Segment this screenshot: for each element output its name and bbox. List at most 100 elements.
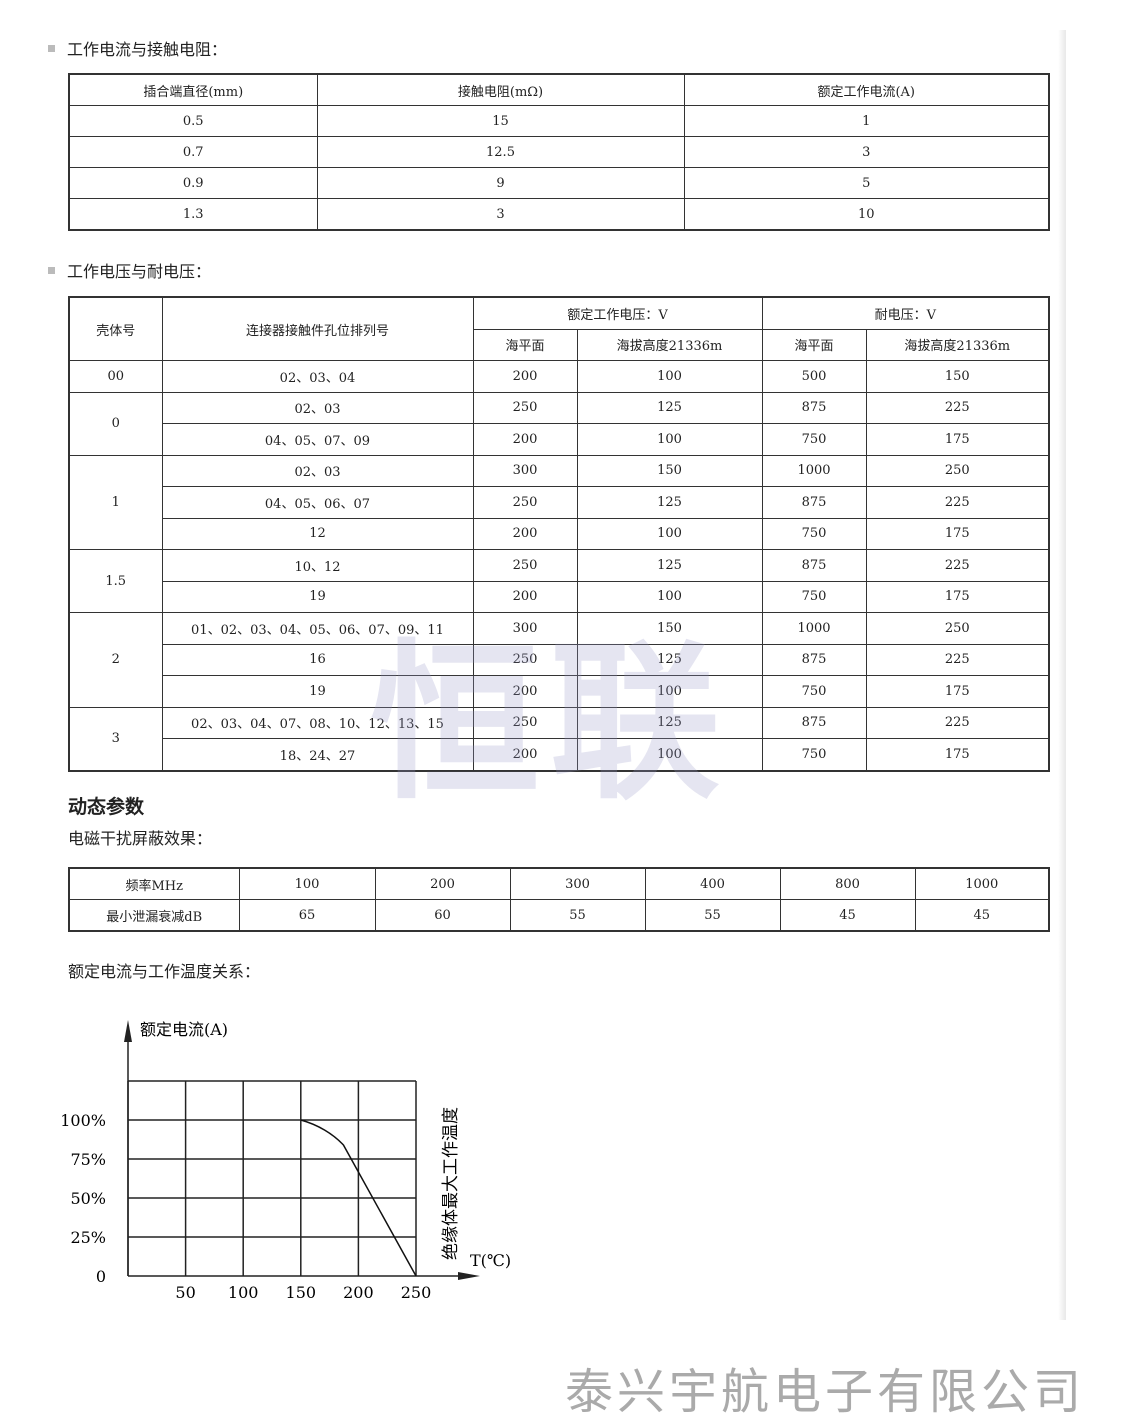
table-row: 1 02、03 300 150 1000 250 (68, 454, 1050, 550)
table-cell: 225 (865, 643, 1050, 676)
table-cell: 18、24、27 (161, 738, 474, 771)
table-cell: 100 (576, 580, 763, 613)
table-row: 19 200 100 750 175 (69, 675, 1050, 708)
column-header-withstand-voltage: 耐电压：V (761, 296, 1050, 330)
y-tick-label: 75% (70, 1150, 106, 1169)
table-cell: 875 (761, 706, 867, 739)
shell-number-cell: 0 (68, 391, 163, 456)
table-cell: 1000 (761, 454, 867, 487)
current-resistance-table: 插合端直径(mm) 接触电阻(mΩ) 额定工作电流(A) 0.5 15 1 0.7 12.5 3… (68, 73, 1050, 231)
derating-curve (300, 1119, 417, 1277)
table-row: 00 02、03、04 200 100 500 150 (68, 360, 1050, 393)
row-header: 最小泄漏衰减dB (68, 899, 240, 932)
voltage-table: 壳体号 连接器接触件孔位排列号 额定工作电压：V 耐电压：V 海平面 海拔高度21336m… (68, 296, 1051, 772)
table-cell: 5 (683, 167, 1050, 199)
section-voltage-title: 工作电压与耐电压： (48, 258, 211, 282)
table-row: 19 200 100 750 175 (69, 580, 1050, 613)
shell-number-cell: 00 (68, 360, 163, 393)
table-cell: 04、05、06、07 (161, 486, 474, 519)
y-tick-label: 0 (96, 1267, 106, 1286)
table-cell: 125 (576, 391, 763, 424)
chart-section-title: 额定电流与工作温度关系： (68, 962, 261, 981)
table-cell: 200 (472, 423, 578, 456)
table-row: 2 01、02、03、04、05、06、07、09、11 300 150 1000 250 (68, 612, 1050, 708)
column-header-arrangement: 连接器接触件孔位排列号 (161, 296, 474, 361)
table-cell: 250 (472, 643, 578, 676)
table-cell: 175 (865, 675, 1050, 708)
x-axis-label: T(℃) (470, 1251, 511, 1270)
column-subheader: 海拔高度21336m (865, 328, 1050, 361)
table-cell: 100 (238, 867, 376, 900)
table-header-row: 壳体号 连接器接触件孔位排列号 额定工作电压：V 耐电压：V (68, 296, 1050, 361)
table-row: 0 02、03 250 125 875 225 (68, 391, 1050, 456)
table-cell: 0.9 (68, 167, 318, 199)
y-tick-label: 50% (70, 1189, 106, 1208)
x-tick-label: 150 (286, 1283, 317, 1302)
table-cell: 55 (509, 899, 646, 932)
table-cell: 175 (865, 423, 1050, 456)
table-cell: 200 (472, 675, 578, 708)
column-subheader: 海平面 (761, 328, 867, 361)
table-cell: 125 (576, 643, 763, 676)
bullet-icon (48, 44, 55, 52)
y-tick-label: 100% (60, 1111, 106, 1130)
table-cell: 04、05、07、09 (161, 423, 474, 456)
table-cell: 200 (472, 360, 578, 393)
company-name-footer: 泰兴宇航电子有限公司 (565, 1364, 1086, 1420)
table-cell: 1 (683, 105, 1050, 137)
table-cell: 800 (779, 867, 916, 900)
x-tick-label: 250 (401, 1283, 432, 1302)
table-row: 04、05、06、07 250 125 875 225 (69, 486, 1050, 519)
table-row: 3 02、03、04、07、08、10、12、13、15 250 125 875 225 (68, 706, 1050, 771)
attenuation-row: 最小泄漏衰减dB 65 60 55 55 45 45 (68, 899, 1050, 932)
table-cell: 750 (761, 423, 867, 456)
table-row: 0.9 9 5 (68, 167, 1050, 199)
table-cell: 200 (472, 580, 578, 613)
table-row: 1.3 3 10 (68, 198, 1050, 231)
dynamic-params-heading: 动态参数 (68, 796, 145, 818)
table-subheader-row: 海平面 海拔高度21336m 海平面 海拔高度21336m (69, 328, 1050, 361)
table-row: 0.7 12.5 3 (68, 136, 1050, 168)
table-row: 04、05、07、09 200 100 750 175 (69, 423, 1050, 456)
table-cell: 45 (914, 899, 1050, 932)
table-cell: 225 (865, 549, 1050, 582)
table-cell: 19 (161, 675, 474, 708)
table-header-row: 插合端直径(mm) 接触电阻(mΩ) 额定工作电流(A) (68, 73, 1050, 106)
table-cell: 125 (576, 486, 763, 519)
section-title-text: 工作电流与接触电阻： (67, 40, 228, 59)
table-cell: 10 (683, 198, 1050, 231)
section-current-resistance-title: 工作电流与接触电阻： (48, 36, 227, 60)
y-axis-label: 额定电流(A) (140, 1020, 228, 1039)
table-cell: 0.5 (68, 105, 318, 137)
frequency-row: 频率MHz 100 200 300 400 800 1000 (68, 867, 1050, 900)
table-cell: 300 (472, 612, 578, 645)
table-cell: 875 (761, 486, 867, 519)
table-cell: 100 (576, 675, 763, 708)
table-cell: 55 (644, 899, 781, 932)
y-axis-arrow-icon (124, 1020, 132, 1042)
table-cell: 750 (761, 580, 867, 613)
shell-number-cell: 1.5 (68, 549, 163, 613)
table-cell: 9 (316, 167, 685, 199)
table-cell: 250 (472, 706, 578, 739)
x-tick-label: 50 (175, 1283, 195, 1302)
table-cell: 750 (761, 738, 867, 771)
annotation-label: 绝缘体最大工作温度 (441, 1107, 461, 1260)
table-cell: 3 (316, 198, 685, 231)
table-cell: 225 (865, 391, 1050, 424)
x-tick-label: 100 (228, 1283, 259, 1302)
page-edge-shadow (1058, 30, 1066, 1320)
table-cell: 175 (865, 738, 1050, 771)
table-cell: 300 (509, 867, 646, 900)
table-cell: 10、12 (161, 549, 474, 582)
table-cell: 125 (576, 706, 763, 739)
table-cell: 100 (576, 360, 763, 393)
shell-number-cell: 1 (68, 454, 163, 550)
section-title-text: 工作电压与耐电压： (67, 262, 212, 281)
table-cell: 150 (576, 612, 763, 645)
x-axis-arrow-icon (458, 1272, 480, 1280)
column-header: 接触电阻(mΩ) (316, 73, 685, 106)
row-header: 频率MHz (68, 867, 240, 900)
table-cell: 150 (576, 454, 763, 487)
